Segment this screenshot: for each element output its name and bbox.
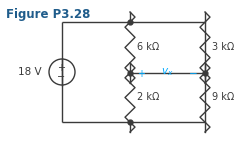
- Text: 2 kΩ: 2 kΩ: [136, 92, 159, 102]
- Text: 6 kΩ: 6 kΩ: [136, 42, 158, 52]
- Text: −: −: [188, 69, 197, 79]
- Text: Figure P3.28: Figure P3.28: [6, 8, 90, 21]
- Text: +: +: [136, 69, 144, 79]
- Text: 3 kΩ: 3 kΩ: [211, 42, 233, 52]
- Text: 18 V: 18 V: [18, 67, 42, 77]
- Text: −: −: [57, 72, 65, 82]
- Text: $v_x$: $v_x$: [160, 66, 173, 78]
- Text: +: +: [57, 63, 65, 73]
- Text: 9 kΩ: 9 kΩ: [211, 92, 233, 102]
